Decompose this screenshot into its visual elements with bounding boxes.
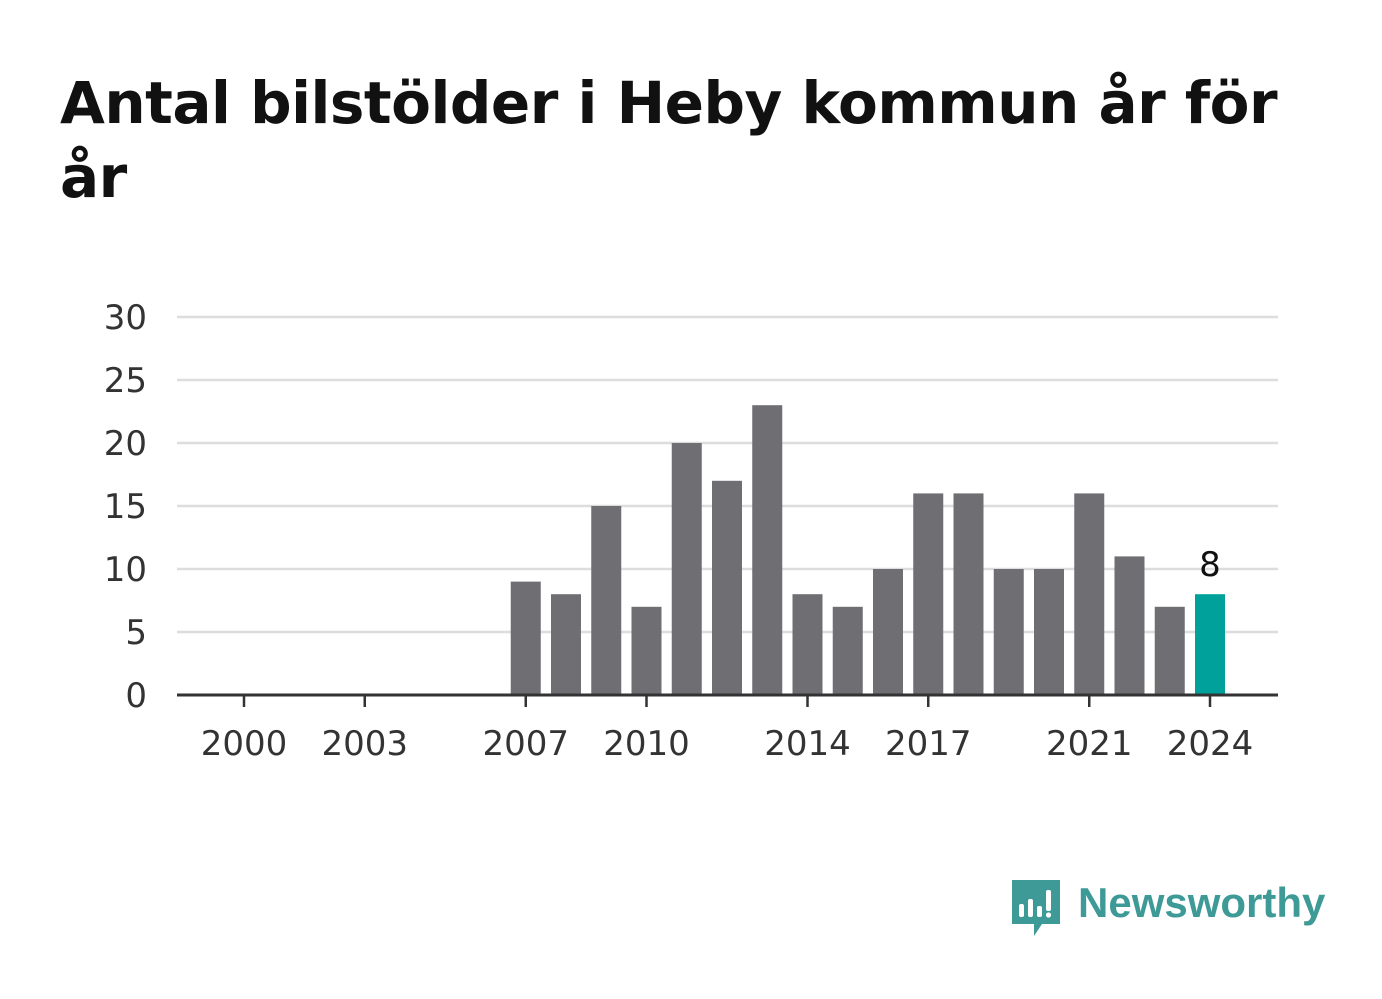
- bar-2010: [631, 606, 662, 695]
- bar-2011: [671, 443, 702, 695]
- bar-2018: [953, 493, 984, 695]
- bar-2024: [1195, 594, 1225, 695]
- x-tick-label: 2014: [764, 724, 851, 764]
- y-tick-label: 15: [104, 487, 147, 527]
- x-axis: [177, 693, 1278, 707]
- bar-2013: [752, 405, 783, 695]
- y-tick-label: 5: [125, 613, 147, 653]
- bar-2022: [1114, 556, 1145, 695]
- bar-2009: [591, 506, 622, 695]
- newsworthy-logo-icon: [1012, 880, 1060, 936]
- bar-2017: [913, 493, 944, 695]
- x-tick-label: 2024: [1167, 724, 1254, 764]
- bars: [510, 405, 1225, 695]
- bar-2023: [1154, 606, 1185, 695]
- x-tick-label: 2000: [201, 724, 288, 764]
- bar-2014: [792, 594, 823, 695]
- x-tick-label: 2003: [321, 724, 408, 764]
- y-tick-label: 30: [104, 298, 147, 338]
- x-tick-label: 2021: [1046, 724, 1133, 764]
- x-tick-label: 2007: [482, 724, 569, 764]
- annotations: 8: [1199, 545, 1221, 585]
- bar-2007: [510, 581, 541, 695]
- x-tick-label: 2017: [885, 724, 972, 764]
- y-tick-label: 20: [104, 424, 147, 464]
- chart-title: Antal bilstölder i Heby kommun år för år: [60, 69, 1278, 211]
- y-axis-labels: 0 5 10 15 20 25 30: [104, 298, 147, 716]
- bar-2008: [551, 594, 581, 695]
- bar-2016: [873, 569, 903, 695]
- y-tick-label: 0: [125, 676, 147, 716]
- bar-2012: [712, 480, 742, 695]
- y-tick-label: 25: [104, 361, 147, 401]
- bar-2021: [1074, 493, 1105, 695]
- bar-2020: [1034, 569, 1064, 695]
- highlight-value-label: 8: [1199, 545, 1221, 585]
- bar-2019: [993, 569, 1024, 695]
- y-tick-label: 10: [104, 550, 147, 590]
- x-axis-labels: 2000 2003 2007 2010 2014 2017 2021 2024: [201, 724, 1254, 764]
- bar-2015: [832, 606, 863, 695]
- brand-name: Newsworthy: [1078, 879, 1326, 926]
- x-tick-label: 2010: [603, 724, 690, 764]
